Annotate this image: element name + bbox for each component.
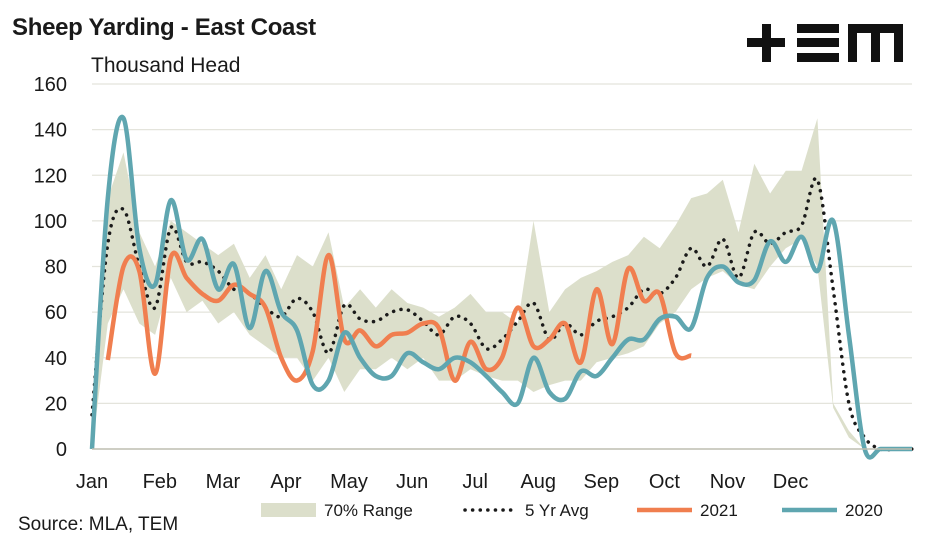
x-tick-label: Nov [710, 471, 746, 493]
tem-logo [745, 22, 905, 66]
range-band [92, 118, 912, 449]
legend-label-5-yr-avg: 5 Yr Avg [525, 501, 589, 520]
x-tick-label: Jan [76, 471, 108, 493]
x-tick-label: Dec [773, 471, 809, 493]
source-note: Source: MLA, TEM [18, 514, 179, 535]
x-tick-label: Aug [520, 471, 556, 493]
y-tick-label: 120 [34, 165, 67, 187]
y-tick-label: 160 [34, 74, 67, 96]
y-tick-label: 40 [45, 348, 67, 370]
range-band-area [92, 118, 912, 449]
x-tick-label: Sep [584, 471, 620, 493]
series-lines [89, 114, 914, 460]
x-tick-label: May [330, 471, 368, 493]
y-tick-label: 100 [34, 211, 67, 233]
y-tick-label: 60 [45, 302, 67, 324]
series-line-5-yr-avg [90, 176, 914, 452]
y-tick-label: 20 [45, 393, 67, 415]
tem-logo-icon [747, 24, 903, 62]
x-tick-label: Feb [143, 471, 177, 493]
y-tick-label: 0 [56, 439, 67, 461]
legend-swatch-70-range [261, 503, 316, 517]
x-tick-label: Mar [206, 471, 241, 493]
x-tick-label: Jun [396, 471, 428, 493]
x-tick-label: Jul [462, 471, 488, 493]
y-axis-unit-label: Thousand Head [91, 54, 241, 77]
series-line-2020 [89, 114, 912, 460]
legend-label-70-range: 70% Range [324, 501, 413, 520]
tick-labels: 0 20 40 60 80 100 120 140 160 Jan Feb Mar Apr May Jun J… [34, 74, 809, 493]
x-tick-label: Oct [649, 471, 681, 493]
legend: 70% Range 5 Yr Avg 2021 2020 [261, 501, 883, 520]
x-tick-label: Apr [270, 471, 301, 493]
y-tick-label: 140 [34, 120, 67, 142]
chart-title: Sheep Yarding - East Coast [12, 14, 316, 41]
series-line-2021 [105, 250, 692, 383]
legend-label-2021: 2021 [700, 501, 738, 520]
legend-label-2020: 2020 [845, 501, 883, 520]
y-tick-label: 80 [45, 257, 67, 279]
